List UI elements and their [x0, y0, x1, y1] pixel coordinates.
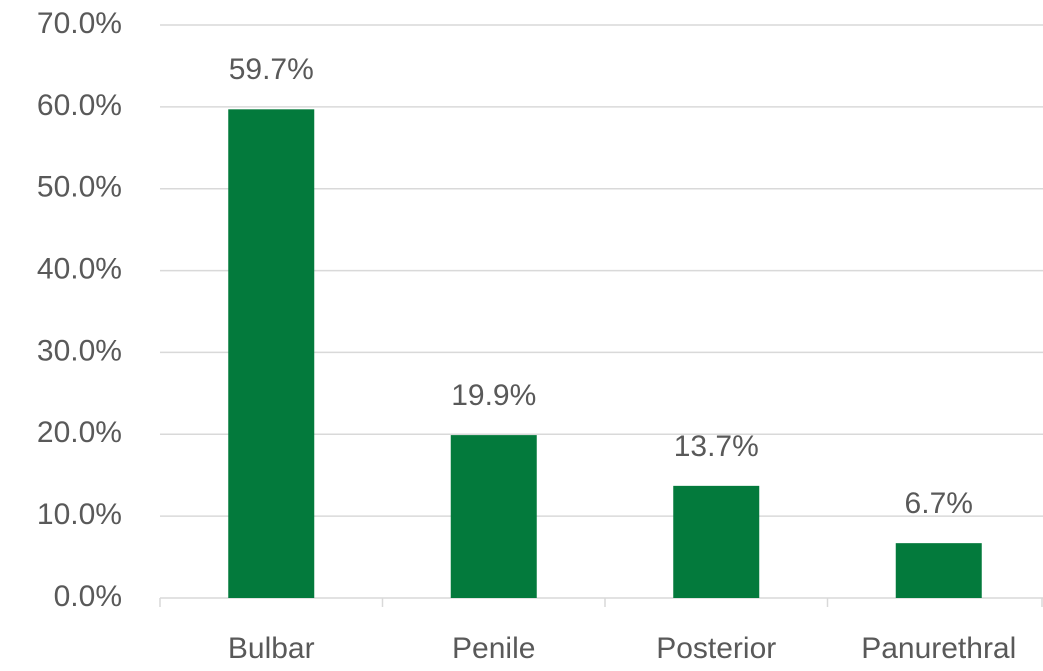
data-label: 13.7% [674, 430, 759, 463]
data-label: 6.7% [905, 487, 973, 520]
bar [895, 543, 982, 598]
x-tick-label: Posterior [656, 632, 776, 665]
y-tick-label: 40.0% [37, 252, 122, 285]
bar [673, 485, 760, 598]
x-tick-label: Penile [452, 632, 535, 665]
data-label: 59.7% [229, 53, 314, 86]
y-tick-label: 0.0% [54, 580, 122, 613]
x-tick-label: Bulbar [228, 632, 315, 665]
x-tick-label: Panurethral [861, 632, 1016, 665]
y-tick-label: 30.0% [37, 334, 122, 367]
bar [228, 109, 315, 598]
bar [450, 435, 537, 598]
data-label: 19.9% [451, 379, 536, 412]
y-tick-label: 10.0% [37, 498, 122, 531]
y-tick-label: 50.0% [37, 171, 122, 204]
y-tick-label: 70.0% [37, 7, 122, 40]
y-tick-label: 20.0% [37, 416, 122, 449]
y-tick-label: 60.0% [37, 89, 122, 122]
